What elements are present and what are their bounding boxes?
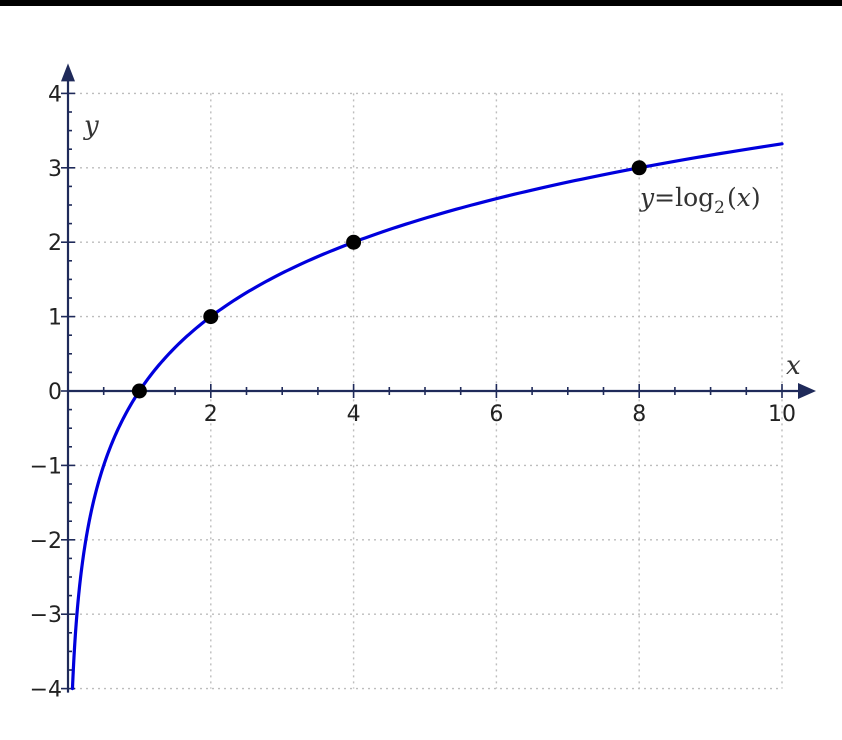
y-tick-label-1: 1 bbox=[48, 306, 62, 331]
y-tick-label--4: −4 bbox=[30, 678, 62, 703]
point-x8 bbox=[631, 160, 647, 176]
point-x4 bbox=[346, 234, 362, 250]
x-tick-label-4: 4 bbox=[347, 402, 361, 427]
x-tick-label-2: 2 bbox=[204, 402, 218, 427]
curve-annotation: y=log2(x) bbox=[639, 183, 761, 218]
x-tick-label-6: 6 bbox=[489, 402, 503, 427]
y-tick-label--2: −2 bbox=[30, 529, 62, 554]
y-tick-label-3: 3 bbox=[48, 157, 62, 182]
y-tick-label--1: −1 bbox=[30, 454, 62, 479]
log2-curve bbox=[70, 142, 784, 691]
labels: y x y=log2(x) bbox=[83, 111, 801, 381]
point-x1 bbox=[131, 383, 147, 399]
y-tick-label-2: 2 bbox=[48, 231, 62, 256]
x-tick-label-8: 8 bbox=[632, 402, 646, 427]
y-axis-arrow bbox=[61, 63, 75, 82]
grid bbox=[74, 92, 783, 690]
x-tick-label-10: 10 bbox=[768, 402, 796, 427]
y-tick-label--3: −3 bbox=[30, 603, 62, 628]
axes: 2 4 6 8 10 −4 −3 −2 −1 0 1 2 3 4 bbox=[30, 63, 816, 703]
y-axis-label: y bbox=[83, 111, 99, 141]
point-x2 bbox=[203, 309, 219, 325]
y-tick-label-0: 0 bbox=[48, 380, 62, 405]
top-border bbox=[0, 0, 842, 6]
x-axis-label: x bbox=[786, 351, 801, 381]
x-axis-arrow bbox=[798, 383, 816, 399]
y-tick-label-4: 4 bbox=[48, 82, 62, 107]
curve-layer bbox=[70, 142, 784, 691]
points bbox=[131, 160, 647, 399]
